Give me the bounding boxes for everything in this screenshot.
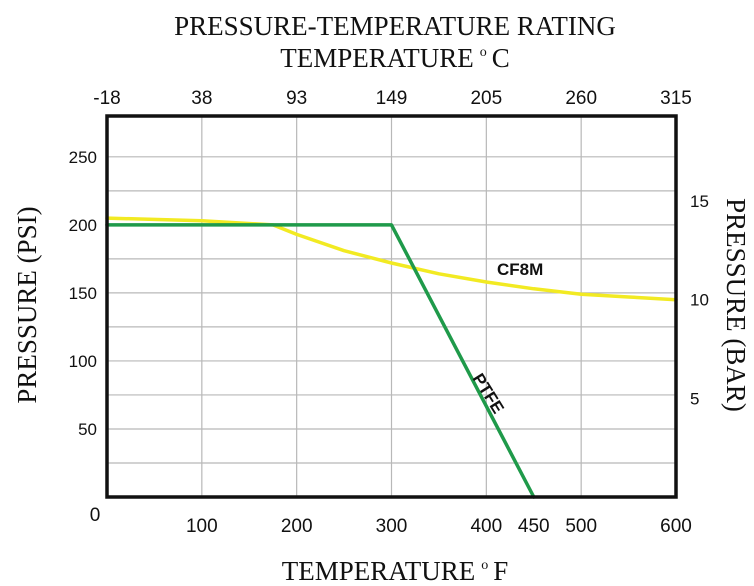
top-tick-label: 205 [470, 88, 502, 109]
top-tick-label: 149 [376, 88, 408, 109]
y-tick-label: 250 [69, 148, 97, 167]
x-axis-label: TEMPERATURE o F [282, 556, 509, 586]
top-axis-label-text: TEMPERATURE [280, 43, 474, 73]
x-tick-label: 450 [518, 516, 550, 537]
x-origin-label: 0 [90, 505, 101, 526]
y2-tick-label: 10 [690, 291, 709, 310]
x-tick-label: 600 [660, 516, 692, 537]
top-tick-label: 260 [565, 88, 597, 109]
chart-title: PRESSURE-TEMPERATURE RATING [174, 11, 616, 41]
series-layer [105, 216, 678, 499]
top-tick-label: -18 [93, 88, 120, 109]
series-label-cf8m: CF8M [497, 260, 543, 279]
y2-tick-label: 15 [690, 192, 709, 211]
grid [107, 116, 676, 497]
y-tick-label: 150 [69, 284, 97, 303]
x-tick-label: 100 [186, 516, 218, 537]
top-axis-label: TEMPERATURE o C [280, 43, 510, 73]
x-tick-label: 300 [376, 516, 408, 537]
top-tick-label: 315 [660, 88, 692, 109]
x-tick-label: 500 [565, 516, 597, 537]
top-tick-label: 93 [286, 88, 307, 109]
top-axis-unit: C [492, 43, 510, 73]
x-axis-label-text: TEMPERATURE [282, 556, 476, 586]
tick-layer: 100 200 300 400 450 500 600 0 -18 38 93 149 205 260 31… [69, 88, 709, 537]
series-label-ptfe: PTFE [469, 370, 508, 417]
y-tick-label: 200 [69, 216, 97, 235]
series-line-ptfe [105, 223, 536, 499]
x-tick-label: 400 [470, 516, 502, 537]
y2-tick-label: 5 [690, 389, 699, 408]
x-axis-unit: F [493, 556, 508, 586]
top-tick-label: 38 [191, 88, 212, 109]
y2-axis-label: PRESSURE (BAR) [721, 198, 751, 412]
x-tick-label: 200 [281, 516, 313, 537]
y-tick-label: 50 [78, 420, 97, 439]
plot-frame [105, 114, 678, 499]
y-axis-label: PRESSURE (PSI) [12, 206, 42, 403]
y-tick-label: 100 [69, 352, 97, 371]
